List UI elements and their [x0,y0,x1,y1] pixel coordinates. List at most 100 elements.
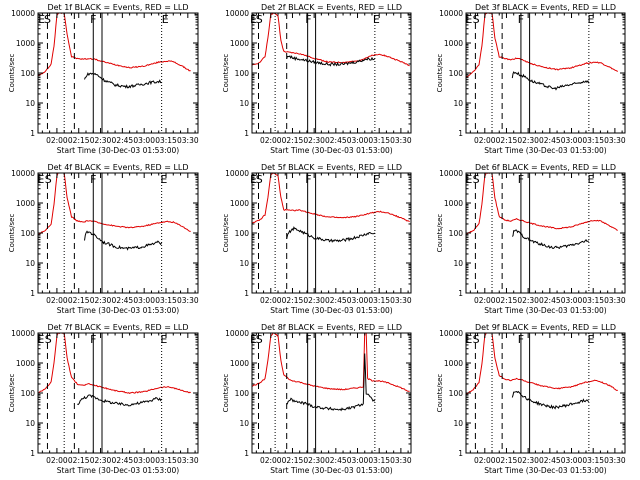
x-tick-label: 03:15 [368,456,390,465]
x-tick-label: 02:00 [260,456,282,465]
y-tick-label: 100 [449,389,464,398]
chart-title: Det 7f BLACK = Events, RED = LLD [47,323,188,332]
x-tick-label: 03:30 [390,136,412,145]
phase-marker-e: E [37,333,44,346]
events-series-line [84,230,163,251]
x-tick-label: 02:15 [496,136,518,145]
y-tick-label: 10000 [225,169,249,178]
plot-frame [465,172,626,294]
y-tick-label: 10000 [439,169,463,178]
x-axis-label: Start Time (30-Dec-03 01:53:00) [270,306,392,315]
phase-marker-f: F [518,173,524,186]
x-tick-label: 03:00 [133,456,155,465]
y-axis-label: Counts/sec [222,374,230,413]
phase-marker-s: S [256,13,263,26]
x-tick-label: 02:00 [474,136,496,145]
y-tick-label: 10 [453,419,463,428]
y-tick-label: 1 [244,449,249,458]
y-tick-label: 100 [235,69,250,78]
phase-marker-e: E [250,173,257,186]
phase-marker-f: F [305,173,311,186]
y-tick-label: 100 [235,229,250,238]
y-tick-label: 1 [458,449,463,458]
y-axis-label: Counts/sec [8,214,16,253]
phase-marker-e: E [465,13,472,26]
x-tick-label: 02:45 [325,136,347,145]
x-tick-label: 02:45 [539,136,561,145]
y-tick-label: 10000 [11,169,35,178]
y-tick-label: 1000 [444,359,463,368]
events-series-line [511,229,589,250]
plot-frame [37,172,199,294]
plot-frame [251,12,412,134]
x-tick-label: 02:30 [517,296,539,305]
y-tick-label: 10000 [225,329,249,338]
lld-series-line [252,333,410,392]
x-tick-label: 03:15 [582,456,604,465]
plot-frame [465,332,626,454]
y-tick-label: 1000 [230,39,249,48]
phase-marker-f: F [90,333,96,346]
lld-series-line [466,173,618,235]
events-series-line [84,72,162,89]
y-axis-label: Counts/sec [222,54,230,93]
phase-marker-e: E [37,173,44,186]
x-tick-label: 03:30 [177,456,199,465]
phase-marker-e: E [162,13,169,26]
x-tick-label: 03:00 [561,456,583,465]
x-tick-label: 03:00 [347,456,369,465]
phase-marker-e: E [160,333,167,346]
x-tick-label: 02:00 [260,136,282,145]
x-tick-label: 03:00 [561,136,583,145]
y-tick-label: 100 [449,229,464,238]
x-tick-label: 02:00 [46,456,68,465]
x-tick-label: 02:00 [260,296,282,305]
y-axis-label: Counts/sec [436,214,444,253]
y-tick-label: 1000 [444,39,463,48]
x-tick-label: 02:15 [282,296,304,305]
y-axis-label: Counts/sec [8,54,16,93]
y-axis-label: Counts/sec [8,374,16,413]
y-tick-label: 10 [453,99,463,108]
x-tick-label: 03:15 [582,136,604,145]
phase-marker-f: F [90,173,96,186]
x-axis-label: Start Time (30-Dec-03 01:53:00) [270,146,392,155]
y-tick-label: 10 [239,259,249,268]
x-tick-label: 02:30 [303,456,325,465]
phase-marker-e: E [465,173,472,186]
x-tick-label: 03:15 [368,296,390,305]
x-tick-label: 02:45 [112,296,134,305]
x-axis-label: Start Time (30-Dec-03 01:53:00) [270,466,392,475]
y-tick-label: 10 [25,419,35,428]
panel-det-1f: 1 10 100 1000 10000 02:00 02:15 02:30 02:45 03:00… [8,3,199,155]
x-tick-label: 02:45 [325,296,347,305]
y-tick-label: 10 [239,99,249,108]
lld-series-line [252,13,410,67]
phase-marker-f: F [305,333,311,346]
phase-marker-s: S [44,13,51,26]
x-tick-label: 03:15 [155,456,177,465]
x-tick-label: 02:15 [496,456,518,465]
x-tick-label: 02:30 [90,136,112,145]
phase-marker-e: E [250,333,257,346]
x-tick-label: 02:30 [303,296,325,305]
chart-title: Det 1f BLACK = Events, RED = LLD [47,3,188,12]
panel-det-3f: 1 10 100 1000 10000 02:00 02:15 02:30 02:45 03:00… [436,3,626,155]
x-tick-label: 02:15 [68,456,90,465]
x-tick-label: 02:30 [90,296,112,305]
phase-marker-e: E [588,333,595,346]
phase-marker-e: E [588,13,595,26]
x-tick-label: 03:30 [604,296,626,305]
phase-marker-s: S [45,333,52,346]
x-tick-label: 02:00 [474,296,496,305]
chart-title: Det 4f BLACK = Events, RED = LLD [47,163,188,172]
x-tick-label: 03:30 [390,456,412,465]
y-tick-label: 1000 [16,39,35,48]
phase-marker-e: E [250,13,257,26]
x-axis-label: Start Time (30-Dec-03 01:53:00) [484,306,606,315]
phase-marker-e: E [38,13,45,26]
lld-series-line [466,13,619,78]
phase-marker-e: E [373,13,380,26]
phase-marker-e: E [373,173,380,186]
